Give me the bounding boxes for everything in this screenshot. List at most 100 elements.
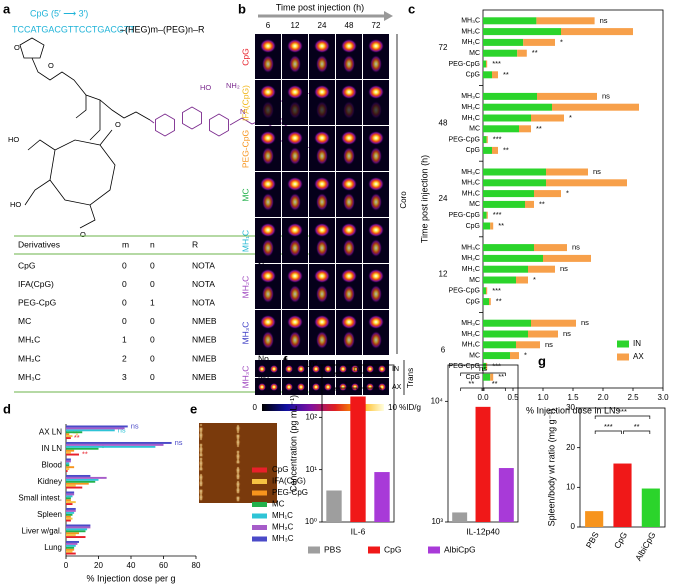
significance: *	[102, 444, 105, 453]
significance: **	[82, 450, 88, 459]
y-tick-label: Blood	[42, 460, 62, 469]
table-cell: NMEB	[192, 353, 217, 363]
y-tick-label: CpG	[466, 298, 480, 305]
bar	[326, 490, 342, 522]
scan-signal	[260, 131, 276, 145]
scan-signal	[287, 177, 303, 191]
table-cell: 0	[122, 297, 127, 307]
significance: **	[532, 48, 538, 57]
scan-signal	[366, 383, 374, 391]
significance-bracket	[594, 430, 622, 434]
row-label: CpG	[240, 48, 250, 65]
bar-segment	[531, 114, 564, 122]
legend-swatch	[252, 479, 267, 484]
scan-signal	[287, 39, 303, 53]
scan-signal	[258, 365, 266, 373]
scan-signal	[262, 285, 274, 303]
y-tick-label: Lung	[44, 543, 62, 552]
bar	[66, 495, 73, 498]
significance: ns	[560, 264, 568, 273]
bar-segment	[546, 179, 627, 187]
x-tick-label: 1.0	[537, 393, 549, 402]
legend-label: MC	[272, 500, 285, 509]
structure-ring	[182, 106, 202, 130]
scan-signal	[314, 269, 330, 283]
bar	[66, 445, 156, 448]
bar-segment	[483, 146, 492, 154]
y-tick-label: CpG	[466, 223, 480, 230]
bar-segment	[534, 244, 567, 252]
table-cell: 1	[122, 335, 127, 345]
y-tick-label: 0	[571, 522, 576, 531]
scan-signal	[368, 223, 384, 237]
x-axis-label: % Injection dose per g	[86, 573, 175, 583]
bar-segment	[510, 352, 519, 360]
y-tick-label: 20	[566, 443, 575, 452]
bar-segment	[483, 352, 510, 360]
bar-segment	[492, 71, 498, 79]
bar	[66, 466, 75, 469]
bar	[66, 511, 75, 514]
legend-label: CpG	[384, 544, 401, 554]
bar	[66, 433, 70, 436]
scan-signal	[314, 223, 330, 237]
bar-segment	[486, 60, 488, 68]
bar	[66, 435, 73, 438]
scan-signal	[262, 239, 274, 257]
scan-signal	[262, 193, 274, 211]
bar-segment	[561, 28, 633, 36]
scan-signal	[260, 177, 276, 191]
legend-swatch	[617, 353, 629, 361]
afm-particle	[235, 495, 241, 501]
significance: *	[566, 189, 569, 198]
structure-ring	[155, 113, 175, 137]
table-cell: IFA(CpG)	[18, 279, 54, 289]
bar	[66, 443, 164, 446]
scan-signal	[287, 85, 303, 99]
scan-signal	[289, 193, 301, 211]
table-cell: NOTA	[192, 260, 215, 270]
y-tick-label: MH₃C	[461, 93, 480, 100]
scan-signal	[339, 365, 347, 373]
scan-signal	[341, 131, 357, 145]
bar-segment	[525, 200, 534, 208]
bar	[66, 478, 99, 481]
afm-particle	[198, 456, 204, 462]
legend-swatch	[368, 546, 380, 554]
scan-signal	[258, 383, 266, 391]
significance-bracket	[483, 387, 506, 391]
table-cell: MH₂C	[18, 353, 41, 363]
legend-swatch	[252, 502, 267, 507]
bar	[66, 441, 172, 444]
table-header: Derivatives	[18, 239, 60, 249]
bar-segment	[483, 265, 528, 273]
legend-label: IFA(CpG)	[272, 477, 306, 486]
bar-segment	[519, 125, 531, 133]
significance-bracket	[358, 387, 382, 391]
x-tick-label: 3.0	[657, 393, 669, 402]
bar-segment	[486, 362, 488, 370]
significance: ***	[493, 210, 502, 219]
table-cell: MH₃C	[18, 372, 41, 382]
afm-particle	[198, 442, 204, 448]
scan-signal	[370, 331, 382, 349]
time-label: 12	[291, 21, 300, 30]
x-tick-label: PBS	[584, 530, 601, 550]
afm-particle	[236, 424, 240, 428]
bar-segment	[486, 211, 488, 219]
bar	[613, 463, 632, 527]
afm-particle	[198, 488, 204, 494]
table-cell: NMEB	[192, 335, 217, 345]
scan-signal	[316, 239, 328, 257]
afm-particle	[199, 473, 203, 477]
table-cell: 0	[150, 372, 155, 382]
y-tick-label: MH₂C	[461, 28, 480, 35]
x-tick-label: 80	[192, 561, 201, 570]
in-label: IN	[392, 366, 399, 373]
structure-label: HO	[200, 83, 211, 92]
significance: *	[76, 431, 79, 440]
scan-signal	[289, 55, 301, 73]
structure-label: NH₂	[226, 81, 240, 90]
bar-segment	[483, 330, 528, 338]
structure-label: O	[14, 43, 20, 52]
